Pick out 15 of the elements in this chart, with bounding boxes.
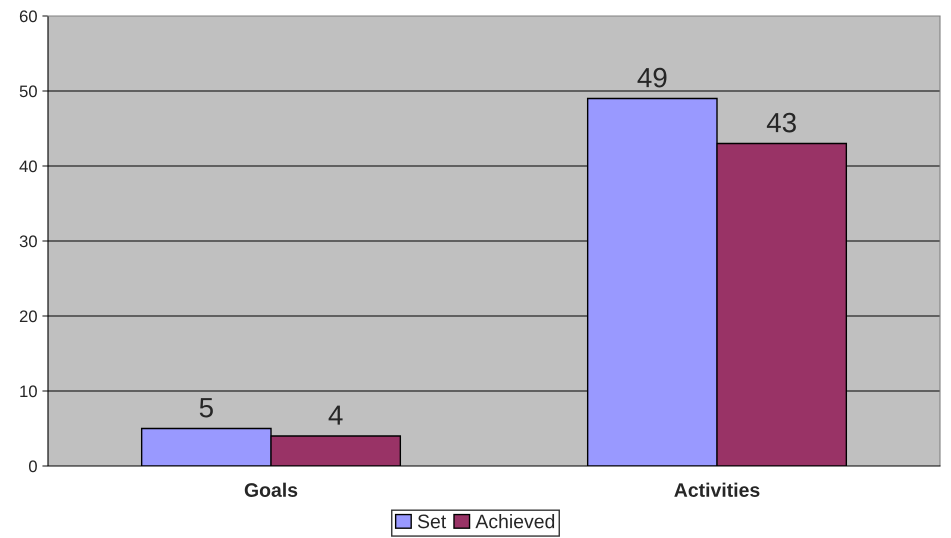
legend-label: Set — [418, 514, 446, 528]
y-tick-label: 20 — [20, 310, 37, 322]
legend-label: Achieved — [475, 514, 554, 528]
y-tick-label: 10 — [20, 385, 37, 398]
y-tick-label: 40 — [19, 160, 37, 172]
data-label: 43 — [766, 112, 796, 132]
y-tick-label: 50 — [20, 85, 37, 98]
data-label: 5 — [200, 398, 213, 418]
y-tick-label: 60 — [20, 10, 37, 22]
data-label: 49 — [638, 68, 666, 88]
data-label: 4 — [328, 406, 343, 425]
x-tick-label: Activities — [674, 482, 760, 497]
y-tick-label: 30 — [20, 235, 37, 248]
y-tick-label: 0 — [28, 460, 37, 472]
x-tick-label: Goals — [244, 482, 298, 497]
